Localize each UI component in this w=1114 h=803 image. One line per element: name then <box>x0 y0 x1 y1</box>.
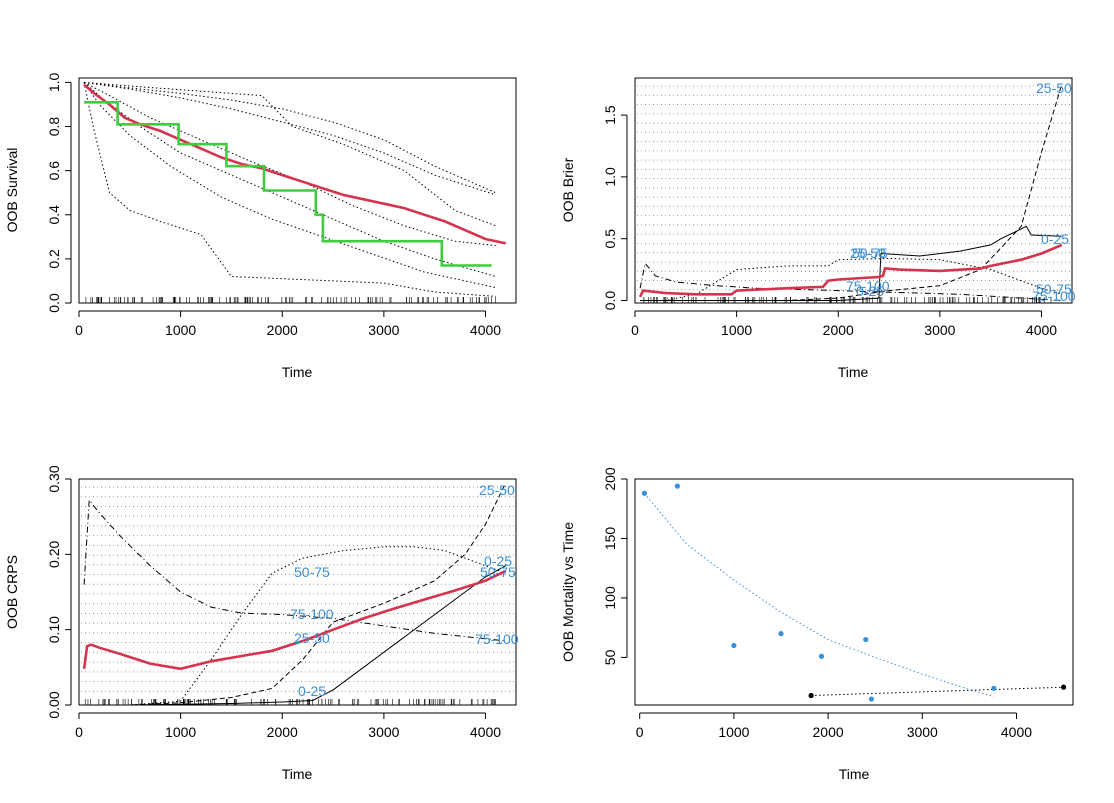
y-tick-label: 200 <box>602 467 618 491</box>
plot-frame <box>78 77 517 304</box>
y-tick-label: 100 <box>602 586 618 610</box>
data-point <box>808 692 814 699</box>
series-line-dotted <box>83 82 496 277</box>
curve-label-75-100-right: 75-100 <box>1032 288 1076 304</box>
y-tick-label: 0.20 <box>46 540 62 567</box>
series-line-dashdot <box>83 498 506 642</box>
x-tick-label: 4000 <box>470 724 501 740</box>
plot-frame <box>634 77 1073 304</box>
panel-oob-brier: 0 1000 2000 3000 4000 0.0 0.5 1.0 1.5 25-50 0-2… <box>560 77 1076 380</box>
x-tick-label: 1000 <box>165 322 196 338</box>
y-tick-label: 0.6 <box>46 161 62 181</box>
y-tick-label: 0.2 <box>46 249 62 269</box>
plot-frame <box>634 478 1074 706</box>
y-tick-label: 50 <box>602 649 618 665</box>
x-tick-label: 4000 <box>470 322 501 338</box>
series-line-dotted <box>83 82 496 297</box>
x-tick-label: 4000 <box>1026 322 1057 338</box>
x-tick-label: 0 <box>636 724 644 740</box>
curve-label-25-50-mid: 25-50 <box>850 245 886 261</box>
panel-oob-mortality: 0 1000 2000 3000 4000 50 100 150 200 Time OOB M… <box>560 467 1074 782</box>
data-point <box>1060 684 1067 690</box>
y-tick-label: 150 <box>602 527 618 551</box>
data-point <box>863 636 869 643</box>
panel-oob-crps: 0 1000 2000 3000 4000 0.00 0.10 0.20 0.30 25-50… <box>4 465 519 782</box>
y-axis-title: OOB Mortality vs Time <box>560 522 576 662</box>
series-line-dashed <box>84 482 507 706</box>
y-tick-label: 0.8 <box>46 117 62 137</box>
x-tick-label: 1000 <box>721 322 752 338</box>
x-tick-label: 2000 <box>813 724 844 740</box>
x-tick-label: 2000 <box>267 322 298 338</box>
curve-label-0-25-right: 0-25 <box>484 553 512 569</box>
data-point <box>778 631 784 637</box>
data-point <box>641 490 648 496</box>
y-axis-title: OOB Brier <box>560 157 576 222</box>
panel-oob-survival: 0 1000 2000 3000 4000 0.0 0.2 0.4 0.6 0.8 1.0 Tim… <box>4 72 517 380</box>
curve-label-0-25-bottom: 0-25 <box>298 683 326 699</box>
x-tick-label: 2000 <box>267 724 298 740</box>
curve-label-50-75-right: 50-75 <box>480 564 516 580</box>
curve-label-75-100-mid: 75-100 <box>846 278 890 294</box>
x-axis-title: Time <box>282 364 313 380</box>
y-tick-label: 0.5 <box>602 229 618 249</box>
x-axis-title: Time <box>282 766 313 782</box>
series-line-dashed <box>640 84 1063 301</box>
curve-label-0-25: 0-25 <box>1041 231 1069 247</box>
data-point <box>731 642 737 649</box>
x-tick-label: 2000 <box>823 322 854 338</box>
curve-label-50-75-mid: 50-75 <box>294 564 330 580</box>
x-tick-label: 3000 <box>907 724 938 740</box>
x-tick-label: 3000 <box>368 322 399 338</box>
y-axis-title: OOB CRPS <box>4 555 20 629</box>
x-tick-label: 1000 <box>165 724 196 740</box>
x-tick-label: 0 <box>75 724 83 740</box>
series-line-red-thick <box>638 243 1063 298</box>
trend-line-blue-dotted <box>644 492 995 698</box>
y-tick-label: 1.0 <box>46 72 62 92</box>
curve-label-50-75-mid: 50-75 <box>852 245 888 261</box>
curve-label-25-50-mid: 25-50 <box>294 630 330 646</box>
x-tick-label: 4000 <box>1001 724 1032 740</box>
data-point <box>818 653 825 659</box>
series-line-red-thick <box>82 569 507 671</box>
y-tick-label: 1.0 <box>602 167 618 187</box>
curve-label-75-100-mid: 75-100 <box>290 606 334 622</box>
data-point <box>674 483 680 489</box>
x-axis-title: Time <box>838 364 869 380</box>
y-tick-label: 0.0 <box>46 293 62 313</box>
series-line-dotted <box>83 81 496 247</box>
y-tick-label: 0.00 <box>46 691 62 718</box>
data-point <box>868 696 875 702</box>
curve-label-25-50: 25-50 <box>1036 80 1072 96</box>
y-tick-label: 0.0 <box>602 291 618 311</box>
y-tick-label: 0.10 <box>46 616 62 643</box>
y-tick-label: 0.4 <box>46 205 62 225</box>
series-line-red-thick <box>83 83 507 245</box>
x-axis-title: Time <box>839 766 870 782</box>
x-tick-label: 0 <box>631 322 639 338</box>
curve-label-25-50-top: 25-50 <box>479 482 515 498</box>
x-tick-label: 0 <box>75 322 83 338</box>
x-tick-label: 1000 <box>718 724 749 740</box>
data-point <box>991 685 997 691</box>
x-tick-label: 3000 <box>368 724 399 740</box>
series-line-dotted <box>84 81 496 227</box>
curve-label-50-75-right: 50-75 <box>1036 281 1072 297</box>
curve-label-0-25-mid: 0-25 <box>856 283 884 299</box>
series-line-dotted <box>83 82 496 289</box>
series-line-dashdot <box>639 262 1062 301</box>
series-line-solid <box>84 565 507 706</box>
x-tick-label: 3000 <box>924 322 955 338</box>
trend-line-black-dotted <box>811 686 1064 696</box>
curve-label-75-100-right: 75-100 <box>475 631 519 647</box>
series-line-green-step <box>84 101 492 267</box>
y-tick-label: 1.5 <box>602 105 618 125</box>
y-axis-title: OOB Survival <box>4 148 20 233</box>
series-line-dotted <box>84 546 506 706</box>
series-line-dotted <box>84 81 496 194</box>
y-tick-label: 0.30 <box>46 465 62 492</box>
